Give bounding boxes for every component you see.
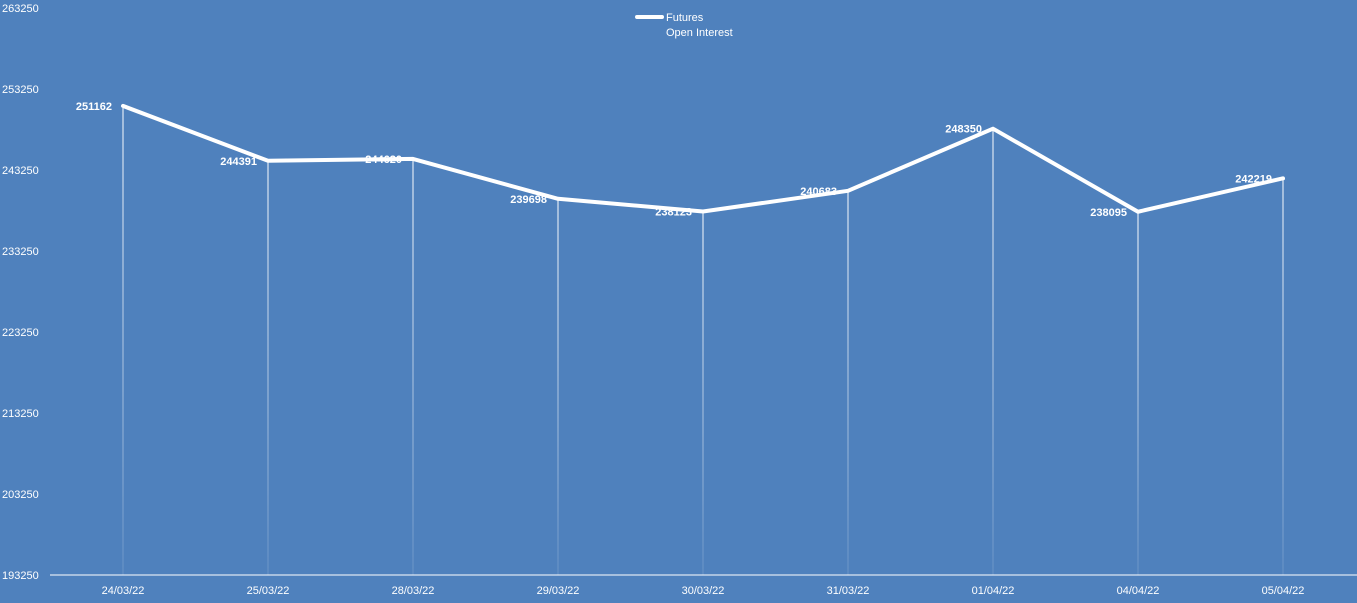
data-label: 244391 bbox=[220, 156, 257, 168]
x-tick-label: 29/03/22 bbox=[537, 585, 580, 597]
y-tick-label: 203250 bbox=[2, 489, 39, 501]
x-tick-label: 24/03/22 bbox=[102, 585, 145, 597]
y-tick-label: 263250 bbox=[2, 3, 39, 15]
drop-line bbox=[702, 211, 704, 576]
data-label: 248350 bbox=[945, 124, 982, 136]
drop-lines bbox=[122, 105, 1284, 576]
data-label: 242219 bbox=[1235, 173, 1272, 185]
drop-line bbox=[122, 105, 124, 575]
data-label: 244620 bbox=[365, 154, 402, 166]
y-axis-tick-labels: 193250 203250 213250 223250 233250 243250 2532… bbox=[2, 3, 39, 582]
drop-line bbox=[412, 158, 414, 575]
series-line-futures-open-interest bbox=[121, 103, 1285, 214]
x-tick-label: 28/03/22 bbox=[392, 585, 435, 597]
drop-line bbox=[847, 190, 849, 575]
y-tick-label: 213250 bbox=[2, 408, 39, 420]
data-label: 251162 bbox=[76, 101, 112, 113]
y-tick-label: 233250 bbox=[2, 246, 39, 258]
x-tick-label: 25/03/22 bbox=[247, 585, 290, 597]
legend: Futures Open Interest bbox=[635, 12, 733, 39]
data-label: 240683 bbox=[800, 186, 837, 198]
y-tick-label: 193250 bbox=[2, 570, 39, 582]
data-label: 238123 bbox=[655, 207, 692, 219]
x-tick-label: 04/04/22 bbox=[1117, 585, 1160, 597]
data-label: 239698 bbox=[510, 194, 547, 206]
drop-line bbox=[267, 160, 269, 575]
x-tick-label: 30/03/22 bbox=[682, 585, 725, 597]
x-axis-tick-labels: 24/03/22 25/03/22 28/03/22 29/03/22 30/03/22… bbox=[102, 585, 1305, 597]
data-labels: 251162 244391 244620 239698 238123 240683 2483… bbox=[76, 101, 1272, 219]
y-tick-label: 253250 bbox=[2, 84, 39, 96]
drop-line bbox=[557, 198, 559, 576]
drop-line bbox=[1137, 211, 1139, 575]
legend-label-line-2: Open Interest bbox=[666, 27, 733, 39]
drop-line bbox=[992, 128, 994, 575]
y-tick-label: 223250 bbox=[2, 327, 39, 339]
x-tick-label: 31/03/22 bbox=[827, 585, 870, 597]
legend-label-line-1: Futures bbox=[666, 12, 704, 24]
drop-line bbox=[1282, 178, 1284, 575]
x-tick-label: 05/04/22 bbox=[1262, 585, 1305, 597]
x-tick-label: 01/04/22 bbox=[972, 585, 1015, 597]
y-tick-label: 243250 bbox=[2, 165, 39, 177]
data-label: 238095 bbox=[1090, 207, 1127, 219]
